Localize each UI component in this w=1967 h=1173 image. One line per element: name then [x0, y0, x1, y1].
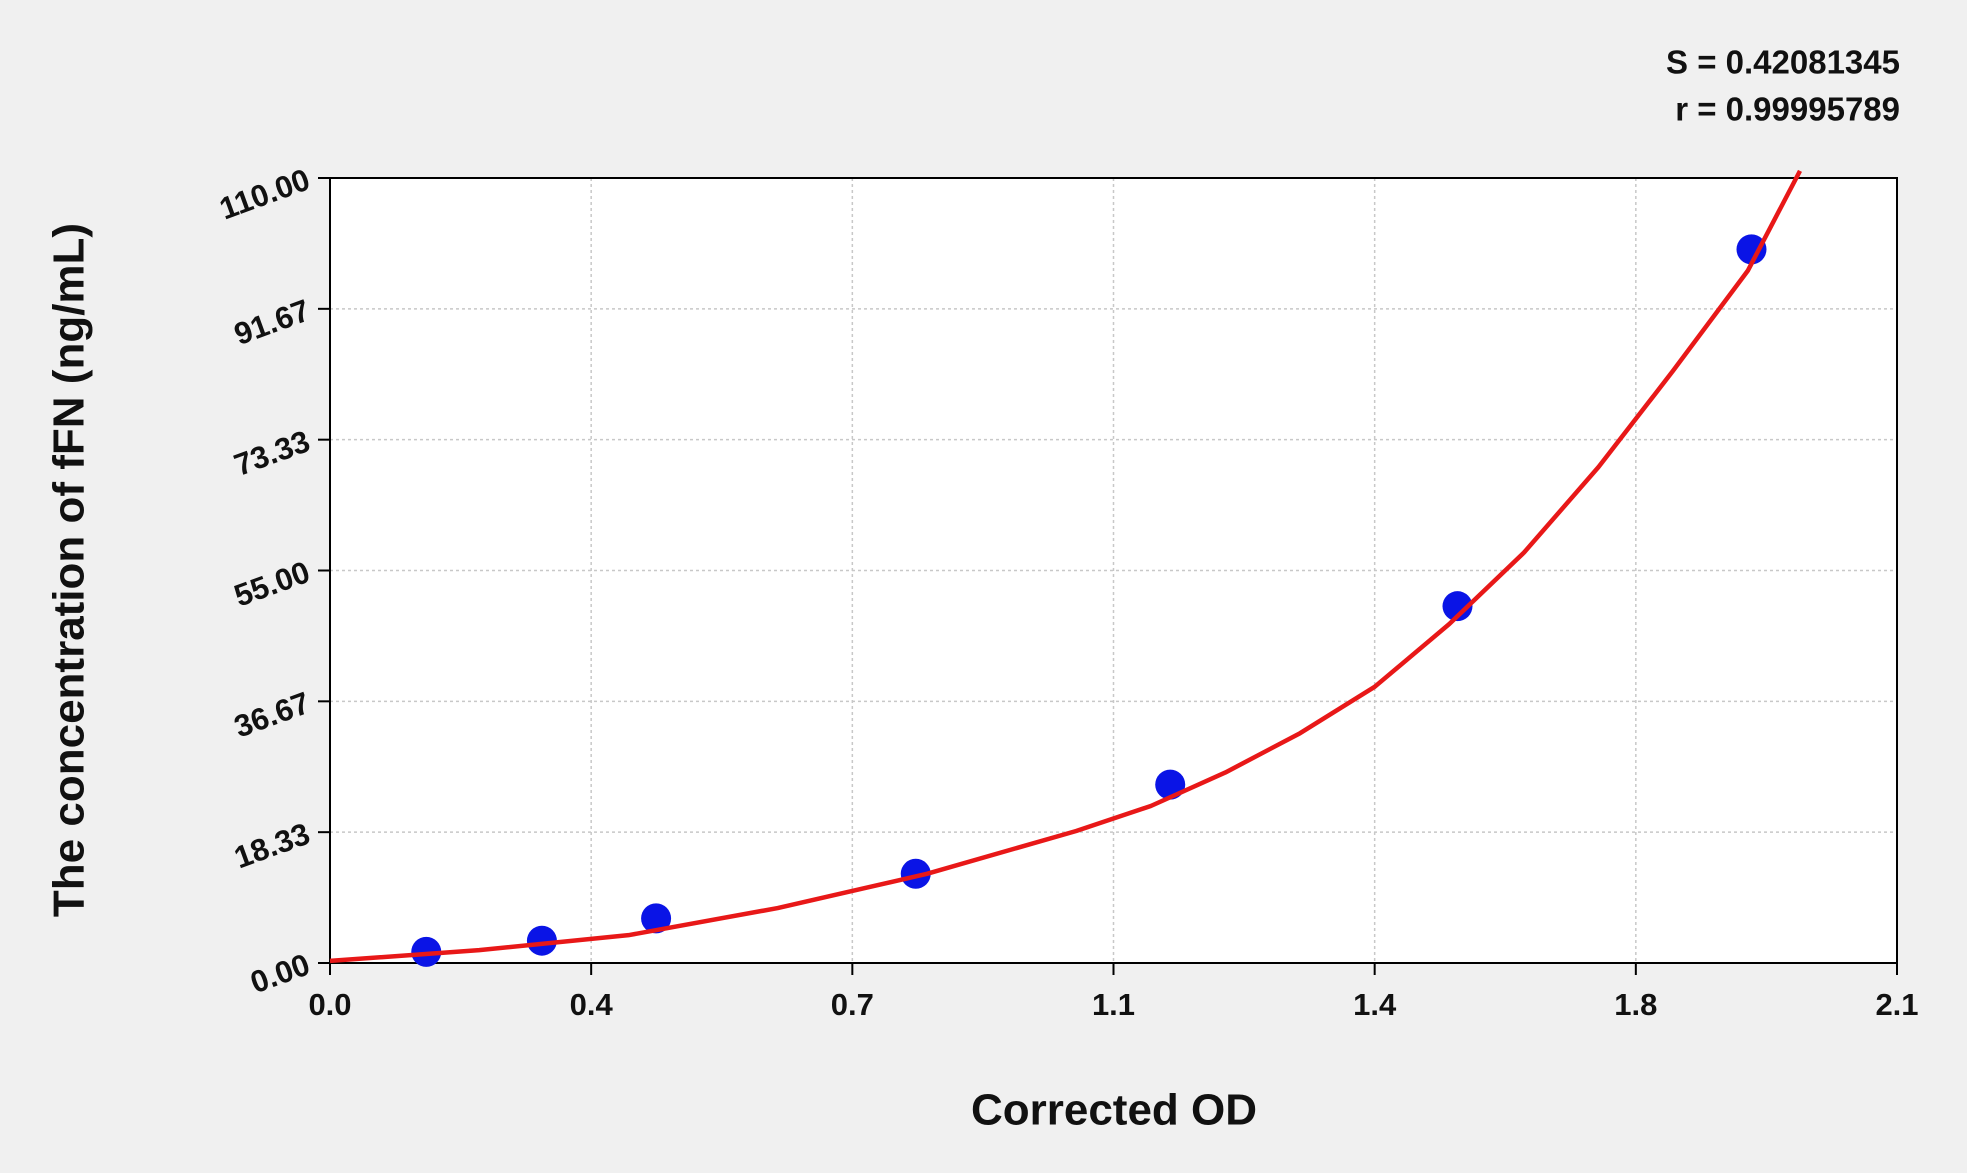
x-tick-label: 0.0 — [308, 987, 351, 1022]
y-tick-label: 55.00 — [230, 554, 315, 613]
data-point — [900, 858, 931, 889]
x-tick-label: 2.1 — [1875, 987, 1918, 1022]
y-tick-label: 36.67 — [230, 685, 315, 744]
x-tick-label: 1.1 — [1092, 987, 1135, 1022]
y-axis-label: The concentration of fFN (ng/mL) — [45, 223, 94, 917]
y-tick-label: 110.00 — [215, 162, 314, 227]
y-tick-label: 0.00 — [246, 947, 315, 1001]
annotation: S = 0.42081345 — [1666, 44, 1900, 81]
y-tick-label: 73.33 — [230, 423, 315, 482]
data-point — [1736, 234, 1767, 265]
x-tick-label: 0.4 — [570, 987, 614, 1022]
x-axis-label: Corrected OD — [971, 1086, 1257, 1135]
x-tick-label: 1.4 — [1353, 987, 1397, 1022]
x-tick-label: 1.8 — [1614, 987, 1657, 1022]
data-point — [526, 925, 557, 956]
y-tick-label: 91.67 — [230, 293, 315, 352]
data-point — [1442, 591, 1473, 622]
annotation: r = 0.99995789 — [1675, 91, 1900, 128]
data-point — [641, 903, 672, 934]
y-tick-label: 18.33 — [230, 816, 315, 875]
x-tick-label: 0.7 — [831, 987, 874, 1022]
plot-frame — [329, 177, 1898, 964]
fit-curve — [329, 169, 1802, 964]
